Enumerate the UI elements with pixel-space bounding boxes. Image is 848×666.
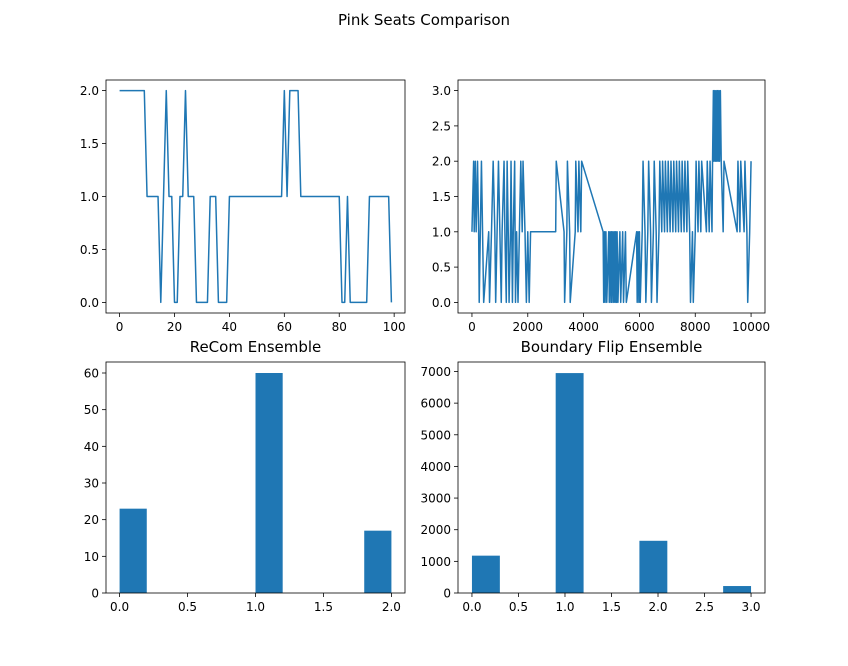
flip-hist-ytick-label: 1000 (420, 555, 451, 569)
flip-histogram-axes: 0.0 0.5 1.0 1.5 2.0 2.5 3.0 0 1000 2000 3000 4000 50… (420, 338, 766, 614)
recom-hist-title: ReCom Ensemble (190, 338, 322, 356)
recom-trace-xtick-label: 0 (116, 320, 124, 334)
flip-trace-axes: 0 2000 4000 6000 8000 10000 0.0 0.5 1.0 1.5 2.0 2.5… (432, 79, 770, 334)
flip-hist-xtick-label: 2.5 (695, 600, 714, 614)
recom-hist-ytick-label: 30 (84, 477, 99, 491)
flip-hist-frame (457, 361, 766, 594)
recom-hist-bar-1 (255, 373, 283, 593)
flip-hist-ytick-label: 3000 (420, 492, 451, 506)
flip-hist-xtick-label: 3.0 (741, 600, 760, 614)
recom-trace-ytick-label: 1.5 (80, 137, 99, 151)
flip-hist-ytick-label: 7000 (420, 365, 451, 379)
flip-hist-title: Boundary Flip Ensemble (521, 338, 703, 356)
flip-hist-xtick-label: 0.0 (462, 600, 481, 614)
flip-hist-xtick-label: 1.0 (555, 600, 574, 614)
recom-histogram-axes: 0.0 0.5 1.0 1.5 2.0 0 10 20 30 40 50 60 ReCom Ensemb… (84, 338, 406, 614)
flip-hist-xtick-label: 1.5 (602, 600, 621, 614)
flip-hist-ytick-label: 0 (443, 587, 451, 601)
recom-trace-ytick-label: 1.0 (80, 190, 99, 204)
recom-trace-xtick-label: 20 (167, 320, 182, 334)
recom-trace-xtick-label: 40 (222, 320, 237, 334)
recom-hist-xtick-label: 1.0 (246, 600, 265, 614)
flip-trace-xtick-label: 8000 (680, 320, 711, 334)
flip-hist-xtick-label: 0.5 (509, 600, 528, 614)
recom-hist-ytick-label: 10 (84, 550, 99, 564)
flip-trace-ytick-label: 0.5 (432, 261, 451, 275)
flip-hist-bar-1 (555, 373, 584, 593)
flip-trace-ytick-label: 3.0 (432, 84, 451, 98)
flip-trace-ytick-label: 2.5 (432, 119, 451, 133)
flip-hist-bar-3 (723, 586, 752, 593)
flip-trace-ytick-label: 0.0 (432, 296, 451, 310)
recom-hist-bar-0 (119, 508, 147, 593)
flip-trace-ytick-label: 2.0 (432, 155, 451, 169)
flip-hist-ytick-label: 4000 (420, 460, 451, 474)
recom-trace-xtick-label: 80 (332, 320, 347, 334)
figure-suptitle: Pink Seats Comparison (338, 11, 510, 29)
flip-trace-ytick-label: 1.5 (432, 190, 451, 204)
flip-hist-bar-2 (639, 540, 668, 593)
recom-hist-bar-2 (364, 530, 392, 593)
flip-trace-xtick-label: 4000 (568, 320, 599, 334)
recom-trace-xtick-label: 100 (383, 320, 406, 334)
flip-hist-xtick-label: 2.0 (648, 600, 667, 614)
recom-hist-xtick-label: 2.0 (382, 600, 401, 614)
recom-trace-axes: 0 20 40 60 80 100 0.0 0.5 1.0 1.5 2.0 (80, 79, 406, 334)
flip-trace-xtick-label: 6000 (624, 320, 655, 334)
recom-trace-ytick-label: 2.0 (80, 84, 99, 98)
flip-hist-bar-0 (471, 555, 500, 593)
flip-trace-xtick-label: 0 (468, 320, 476, 334)
recom-hist-ytick-label: 20 (84, 513, 99, 527)
recom-hist-ytick-label: 0 (91, 587, 99, 601)
recom-hist-ytick-label: 60 (84, 367, 99, 381)
flip-trace-ytick-label: 1.0 (432, 225, 451, 239)
recom-trace-series-line (119, 89, 393, 304)
recom-trace-xtick-label: 60 (277, 320, 292, 334)
flip-hist-ytick-label: 5000 (420, 428, 451, 442)
recom-trace-ytick-label: 0.5 (80, 243, 99, 257)
recom-hist-xtick-label: 1.5 (314, 600, 333, 614)
recom-hist-ytick-label: 40 (84, 440, 99, 454)
flip-trace-series-line (471, 89, 752, 304)
flip-trace-xtick-label: 10000 (732, 320, 770, 334)
recom-trace-ytick-label: 0.0 (80, 296, 99, 310)
flip-hist-ytick-label: 6000 (420, 397, 451, 411)
recom-hist-xtick-label: 0.5 (178, 600, 197, 614)
flip-hist-ytick-label: 2000 (420, 523, 451, 537)
recom-hist-ytick-label: 50 (84, 403, 99, 417)
flip-trace-xtick-label: 2000 (513, 320, 544, 334)
recom-hist-xtick-label: 0.0 (110, 600, 129, 614)
